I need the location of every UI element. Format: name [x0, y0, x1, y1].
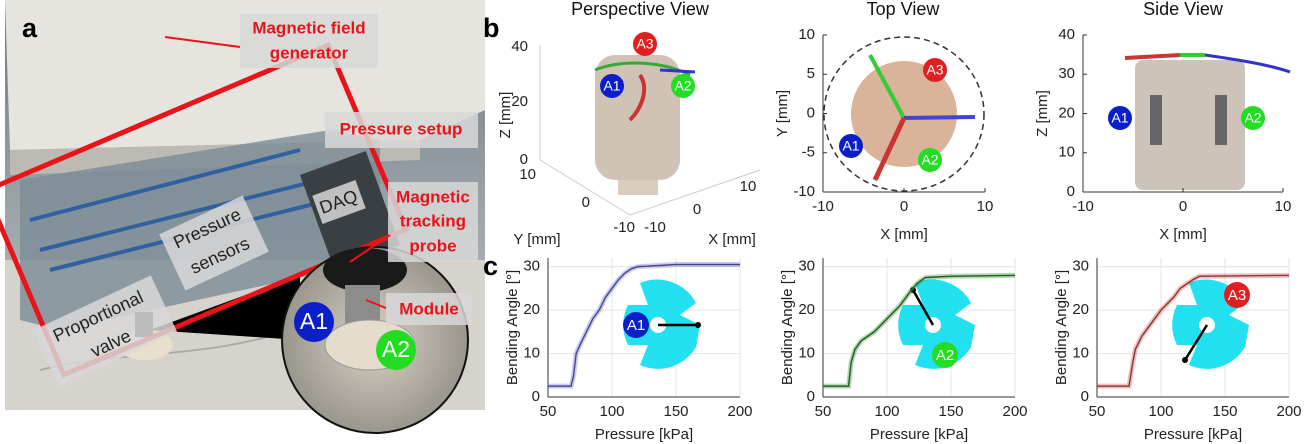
y-tick-label: 0 — [582, 194, 590, 211]
x-tick-label: 0 — [900, 198, 908, 215]
marker-label: A2 — [1244, 110, 1261, 126]
annotation: generator — [270, 43, 349, 62]
marker-label: A3 — [1228, 287, 1246, 304]
x-tick-label: 200 — [727, 403, 752, 420]
top-object — [824, 37, 984, 191]
x-tick-label: 200 — [1002, 403, 1027, 420]
x-axis-label: Pressure [kPa] — [1144, 426, 1242, 443]
x-axis-label: X [mm] — [708, 231, 756, 248]
x-tick-label: 150 — [663, 403, 688, 420]
figure: a Magnetic field generator Pressure setu… — [0, 0, 1312, 444]
marker-label: A3 — [636, 36, 653, 52]
y-tick-label: 20 — [1058, 104, 1075, 121]
y-tick-label: 40 — [1058, 26, 1075, 43]
bend-arrow-head — [695, 322, 701, 328]
view-title: Top View — [867, 0, 941, 19]
x-tick-label: 100 — [1148, 403, 1173, 420]
marker-label: A2 — [936, 347, 954, 364]
panel-label: c — [483, 251, 498, 281]
y-tick-label: 0 — [807, 104, 815, 121]
x-tick-label: 150 — [938, 403, 963, 420]
y-axis-label: Bending Angle [°] — [1053, 270, 1070, 385]
x-axis-label: X [mm] — [880, 226, 928, 243]
panel-label: b — [483, 13, 500, 43]
bend-arrow-head — [1182, 357, 1188, 363]
marker-label: A1 — [627, 317, 645, 334]
view-title: Perspective View — [571, 0, 710, 19]
y-tick-label: 10 — [798, 345, 815, 362]
x-tick-label: 0 — [693, 201, 701, 218]
x-tick-label: 10 — [1275, 198, 1292, 215]
z-tick-label: 40 — [511, 38, 528, 55]
y-tick-label: 30 — [798, 258, 815, 275]
marker-label: A1 — [300, 308, 328, 334]
x-axis-label: X [mm] — [1159, 226, 1207, 243]
view-title: Side View — [1143, 0, 1224, 19]
y-tick-label: 10 — [519, 166, 536, 183]
y-axis-label: Bending Angle [°] — [504, 270, 521, 385]
perspective-object — [540, 45, 760, 215]
y-tick-label: -10 — [613, 219, 635, 236]
y-tick-label: -5 — [802, 144, 815, 161]
y-tick-label: -10 — [793, 183, 815, 200]
x-tick-label: 10 — [977, 198, 994, 215]
x-tick-label: 50 — [540, 403, 557, 420]
y-axis-label: Z [mm] — [1034, 90, 1051, 137]
marker-label: A2 — [921, 152, 938, 168]
annotation: Pressure setup — [340, 119, 463, 138]
marker-label: A1 — [842, 138, 859, 154]
x-tick-label: 200 — [1276, 403, 1301, 420]
y-tick-label: 20 — [523, 301, 540, 318]
x-tick-label: -10 — [1072, 198, 1094, 215]
marker-label: A1 — [603, 78, 620, 94]
y-tick-label: 0 — [1067, 183, 1075, 200]
y-tick-label: 30 — [1072, 258, 1089, 275]
y-tick-label: 30 — [523, 258, 540, 275]
marker-label: A1 — [1111, 110, 1128, 126]
annotation: Module — [399, 299, 459, 318]
y-tick-label: 20 — [1072, 301, 1089, 318]
y-axis-label: Y [mm] — [513, 231, 560, 248]
x-axis-label: Pressure [kPa] — [595, 426, 693, 443]
x-tick-label: -10 — [812, 198, 834, 215]
x-tick-label: 150 — [1212, 403, 1237, 420]
x-tick-label: -10 — [644, 219, 666, 236]
x-axis-label: Pressure [kPa] — [870, 426, 968, 443]
marker-label: A2 — [674, 78, 691, 94]
y-tick-label: 10 — [523, 345, 540, 362]
y-tick-label: 10 — [1072, 345, 1089, 362]
x-tick-label: 50 — [1089, 403, 1106, 420]
y-axis-label: Y [mm] — [774, 90, 791, 137]
y-tick-label: 10 — [798, 26, 815, 43]
annotation: probe — [409, 236, 456, 255]
y-tick-label: 30 — [1058, 65, 1075, 82]
z-axis-label: Z [mm] — [497, 92, 514, 139]
side-object — [1125, 55, 1290, 190]
y-axis-label: Bending Angle [°] — [779, 270, 796, 385]
annotation: Magnetic — [396, 187, 470, 206]
x-tick-label: 10 — [740, 178, 757, 195]
y-tick-label: 20 — [798, 301, 815, 318]
y-tick-label: 5 — [807, 65, 815, 82]
annotation: tracking — [400, 211, 466, 230]
x-tick-label: 100 — [874, 403, 899, 420]
annotation: Magnetic field — [252, 18, 365, 37]
x-tick-label: 0 — [1179, 198, 1187, 215]
marker-label: A2 — [382, 336, 410, 362]
y-tick-label: 10 — [1058, 144, 1075, 161]
x-tick-label: 100 — [599, 403, 624, 420]
panel-label: a — [22, 13, 38, 43]
x-tick-label: 50 — [815, 403, 832, 420]
marker-label: A3 — [926, 62, 943, 78]
